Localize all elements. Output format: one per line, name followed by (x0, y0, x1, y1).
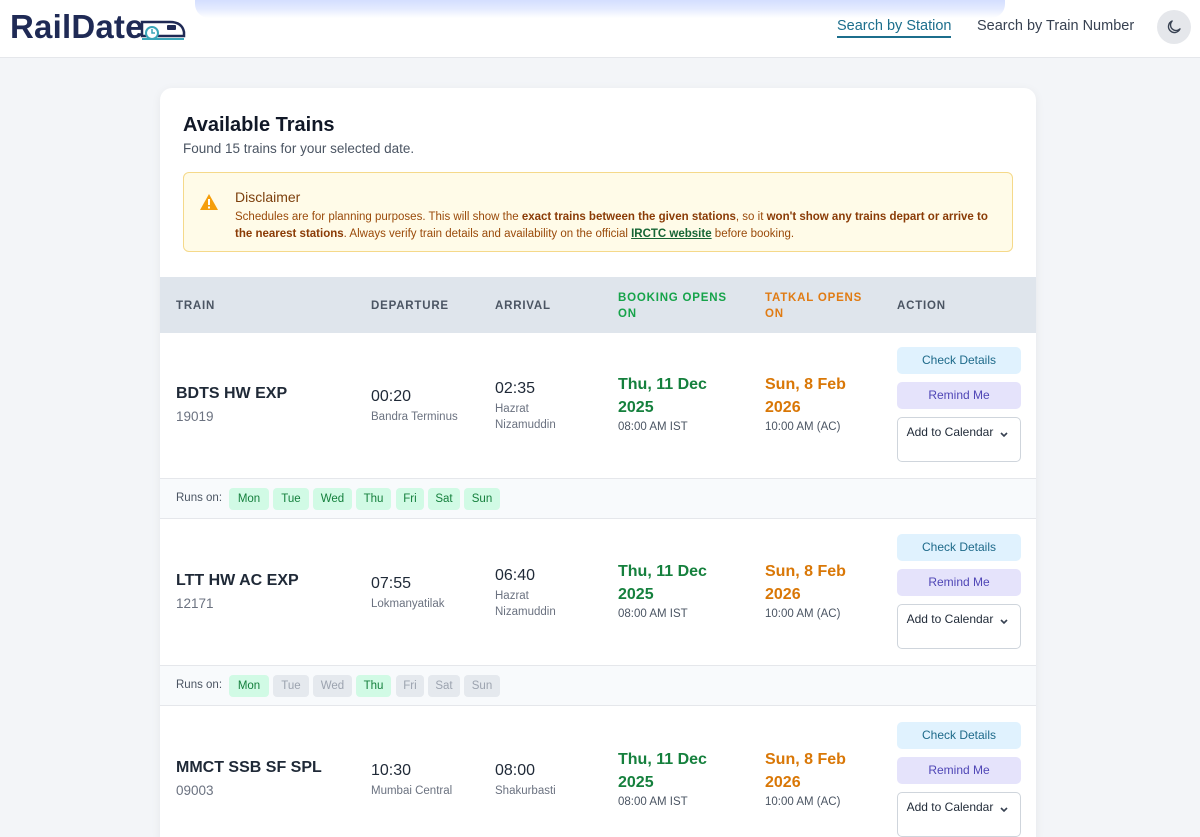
results-count: Found 15 trains for your selected date. (183, 141, 415, 156)
add-to-calendar-label: Add to Calendar (906, 800, 994, 814)
tatkal-date: Sun, 8 Feb 2026 (765, 751, 846, 791)
header-train: TRAIN (176, 300, 216, 312)
train-name: MMCT SSB SF SPL (176, 759, 322, 776)
nav-search-by-station[interactable]: Search by Station (837, 18, 952, 38)
arrival-time: 02:35 (495, 380, 536, 397)
departure-time: 07:55 (371, 575, 412, 592)
train-number: 09003 (176, 783, 214, 798)
booking-time: 08:00 AM IST (618, 608, 688, 620)
add-to-calendar-label: Add to Calendar (906, 612, 994, 626)
header-tatkal-opens: TATKAL OPENS ON (765, 292, 863, 320)
booking-date: Thu, 11 Dec 2025 (618, 376, 707, 416)
remind-me-button[interactable]: Remind Me (897, 757, 1021, 784)
add-to-calendar-button[interactable]: Add to Calendar (897, 604, 1021, 649)
day-badge-tue: Tue (273, 675, 309, 697)
tatkal-date: Sun, 8 Feb 2026 (765, 376, 846, 416)
day-badge-fri: Fri (396, 488, 424, 510)
day-badge-sun: Sun (464, 675, 500, 697)
departure-time: 00:20 (371, 388, 412, 405)
arrival-station: Hazrat Nizamuddin (495, 590, 556, 618)
day-badge-wed: Wed (313, 488, 352, 510)
remind-me-button[interactable]: Remind Me (897, 569, 1021, 596)
booking-date: Thu, 11 Dec 2025 (618, 751, 707, 791)
day-badge-sat: Sat (428, 675, 460, 697)
day-badge-thu: Thu (356, 488, 391, 510)
chevron-down-icon (1000, 807, 1008, 813)
train-name: LTT HW AC EXP (176, 572, 299, 589)
add-to-calendar-label: Add to Calendar (906, 425, 994, 439)
runs-on-label: Runs on: (176, 492, 223, 504)
header-arrival: ARRIVAL (495, 300, 551, 312)
nav-search-by-train-number[interactable]: Search by Train Number (977, 18, 1135, 34)
logo-text: RailDate (10, 8, 144, 45)
booking-date: Thu, 11 Dec 2025 (618, 563, 707, 603)
header-action: ACTION (897, 300, 946, 312)
warning-icon (200, 194, 218, 210)
tatkal-time: 10:00 AM (AC) (765, 796, 841, 808)
train-name: BDTS HW EXP (176, 385, 288, 402)
table-row: MMCT SSB SF SPL 09003 10:30 Mumbai Centr… (160, 707, 1036, 837)
train-number: 12171 (176, 596, 214, 611)
train-number: 19019 (176, 409, 214, 424)
table-header: TRAIN DEPARTURE ARRIVAL BOOKING OPENS ON… (160, 277, 1036, 333)
arrival-time: 08:00 (495, 762, 536, 779)
train-logo-icon (140, 20, 185, 40)
disclaimer-text: Schedules are for planning purposes. Thi… (235, 211, 988, 240)
irctc-link[interactable]: IRCTC website (631, 227, 712, 240)
results-card: Available Trains Found 15 trains for you… (160, 88, 1036, 837)
day-badge-wed: Wed (313, 675, 352, 697)
theme-toggle-button[interactable] (1157, 10, 1191, 44)
runs-on-row: Runs on: Mon Tue Wed Thu Fri Sat Sun (160, 666, 1036, 706)
departure-station: Lokmanyatilak (371, 598, 445, 610)
booking-time: 08:00 AM IST (618, 796, 688, 808)
header-departure: DEPARTURE (371, 300, 449, 312)
add-to-calendar-button[interactable]: Add to Calendar (897, 417, 1021, 462)
table-row: BDTS HW EXP 19019 00:20 Bandra Terminus … (160, 333, 1036, 479)
check-details-button[interactable]: Check Details (897, 722, 1021, 749)
departure-time: 10:30 (371, 762, 412, 779)
chevron-down-icon (1000, 432, 1008, 438)
day-badge-tue: Tue (273, 488, 309, 510)
tatkal-time: 10:00 AM (AC) (765, 608, 841, 620)
header-glow-decoration (195, 0, 1005, 18)
table-row: LTT HW AC EXP 12171 07:55 Lokmanyatilak … (160, 520, 1036, 666)
tatkal-time: 10:00 AM (AC) (765, 421, 841, 433)
arrival-station: Shakurbasti (495, 785, 556, 797)
day-badge-fri: Fri (396, 675, 424, 697)
check-details-button[interactable]: Check Details (897, 347, 1021, 374)
day-badge-mon: Mon (229, 488, 269, 510)
add-to-calendar-button[interactable]: Add to Calendar (897, 792, 1021, 837)
day-badge-mon: Mon (229, 675, 269, 697)
day-badge-thu: Thu (356, 675, 391, 697)
departure-station: Bandra Terminus (371, 411, 458, 423)
logo[interactable]: RailDate (10, 8, 186, 46)
booking-time: 08:00 AM IST (618, 421, 688, 433)
top-header: RailDate Search by Station Search by Tra… (0, 0, 1200, 58)
runs-on-row: Runs on: Mon Tue Wed Thu Fri Sat Sun (160, 479, 1036, 519)
departure-station: Mumbai Central (371, 785, 453, 797)
disclaimer-title: Disclaimer (235, 189, 301, 205)
moon-icon (1167, 20, 1181, 34)
runs-on-label: Runs on: (176, 679, 223, 691)
remind-me-button[interactable]: Remind Me (897, 382, 1021, 409)
header-booking-opens: BOOKING OPENS ON (618, 292, 727, 320)
disclaimer-box: Disclaimer Schedules are for planning pu… (183, 172, 1013, 252)
results-title: Available Trains (183, 114, 335, 136)
tatkal-date: Sun, 8 Feb 2026 (765, 563, 846, 603)
arrival-station: Hazrat Nizamuddin (495, 403, 556, 431)
check-details-button[interactable]: Check Details (897, 534, 1021, 561)
chevron-down-icon (1000, 619, 1008, 625)
arrival-time: 06:40 (495, 567, 536, 584)
day-badge-sun: Sun (464, 488, 500, 510)
day-badge-sat: Sat (428, 488, 460, 510)
